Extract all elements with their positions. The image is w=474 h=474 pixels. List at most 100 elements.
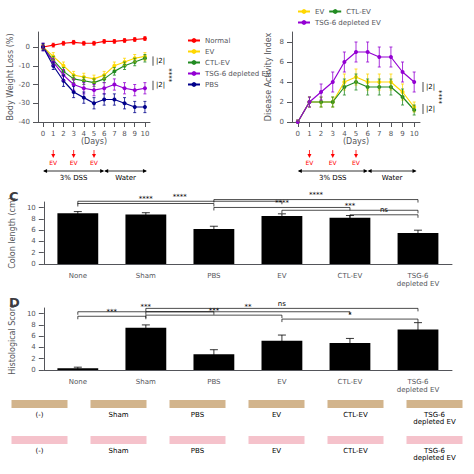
svg-text:-10: -10 [19, 62, 30, 70]
svg-text:0: 0 [280, 118, 284, 126]
svg-text:5: 5 [92, 130, 96, 138]
svg-text:***: *** [141, 303, 152, 311]
svg-text:CTL-EV: CTL-EV [343, 411, 368, 419]
svg-text:Sham: Sham [109, 411, 129, 419]
svg-text:0: 0 [296, 130, 300, 138]
svg-text:-20: -20 [19, 81, 30, 89]
svg-text:depleted EV: depleted EV [397, 386, 440, 394]
svg-text:ns: ns [380, 206, 388, 214]
svg-text:4: 4 [31, 237, 36, 245]
svg-text:TSG-6: TSG-6 [406, 272, 429, 280]
svg-text:2: 2 [280, 98, 284, 106]
svg-text:***: *** [345, 202, 356, 210]
svg-text:2: 2 [319, 130, 323, 138]
svg-text:****: **** [168, 68, 176, 83]
svg-text:D: D [9, 295, 20, 310]
svg-text:****: **** [173, 193, 188, 201]
svg-text:2: 2 [61, 130, 65, 138]
svg-text:CTL-EV: CTL-EV [205, 59, 230, 67]
svg-text:6: 6 [102, 130, 107, 138]
svg-text:8: 8 [122, 130, 126, 138]
svg-text:2: 2 [31, 249, 35, 257]
svg-text:0: 0 [31, 366, 35, 374]
svg-text:4: 4 [342, 130, 347, 138]
svg-text:Sham: Sham [136, 378, 156, 386]
svg-text:EV: EV [352, 159, 361, 166]
svg-text:3: 3 [71, 130, 75, 138]
svg-text:1: 1 [307, 130, 311, 138]
svg-text:4: 4 [31, 343, 36, 351]
svg-text:7: 7 [377, 130, 381, 138]
svg-text:PBS: PBS [207, 272, 221, 280]
svg-text:EV: EV [306, 159, 315, 166]
svg-text:EV: EV [205, 48, 214, 56]
svg-text:10: 10 [27, 310, 36, 318]
svg-text:CTL-EV: CTL-EV [346, 8, 371, 16]
svg-text:0: 0 [41, 130, 45, 138]
svg-text:PBS: PBS [207, 378, 221, 386]
svg-text:7: 7 [112, 130, 116, 138]
svg-text:EV: EV [315, 8, 324, 16]
svg-text:depleted EV: depleted EV [413, 418, 456, 426]
svg-text:EV: EV [329, 159, 338, 166]
svg-text:|2|: |2| [156, 81, 165, 89]
svg-text:10: 10 [140, 130, 149, 138]
svg-text:8: 8 [31, 321, 35, 329]
svg-text:EV: EV [277, 378, 286, 386]
svg-text:None: None [69, 272, 87, 280]
svg-text:depleted EV: depleted EV [397, 280, 440, 288]
svg-text:8: 8 [280, 38, 284, 46]
svg-text:(Days): (Days) [343, 137, 369, 146]
svg-text:EV: EV [272, 411, 281, 419]
svg-text:-40: -40 [19, 118, 30, 126]
svg-text:1: 1 [51, 130, 55, 138]
svg-text:Water: Water [382, 174, 403, 182]
svg-text:8: 8 [389, 130, 393, 138]
svg-text:|2|: |2| [426, 83, 435, 91]
svg-text:6: 6 [31, 332, 36, 340]
svg-text:TSG-6: TSG-6 [406, 378, 429, 386]
svg-text:C: C [9, 189, 19, 204]
svg-text:ns: ns [278, 300, 286, 308]
svg-text:(-): (-) [36, 447, 44, 455]
svg-text:Normal: Normal [205, 37, 230, 45]
svg-text:Water: Water [115, 174, 136, 182]
svg-text:EV: EV [70, 159, 79, 166]
svg-text:CTL-EV: CTL-EV [338, 272, 363, 280]
svg-text:8: 8 [31, 215, 35, 223]
svg-text:TSG-6 depleted EV: TSG-6 depleted EV [204, 70, 271, 78]
svg-text:Sham: Sham [136, 272, 156, 280]
svg-text:(-): (-) [36, 411, 44, 419]
svg-text:9: 9 [400, 130, 404, 138]
svg-text:PBS: PBS [191, 447, 205, 455]
svg-text:Colon length (cm): Colon length (cm) [8, 197, 17, 269]
svg-text:10: 10 [410, 130, 419, 138]
svg-text:***: *** [107, 308, 118, 316]
svg-text:(Days): (Days) [81, 137, 107, 146]
svg-text:EV: EV [90, 159, 99, 166]
svg-text:0: 0 [31, 260, 35, 268]
svg-text:*: * [348, 311, 352, 319]
svg-text:****: **** [139, 195, 154, 203]
svg-text:5: 5 [354, 130, 358, 138]
svg-text:****: **** [438, 90, 446, 105]
svg-text:4: 4 [280, 78, 285, 86]
svg-text:**: ** [244, 303, 252, 311]
svg-text:EV: EV [272, 447, 281, 455]
svg-text:EV: EV [49, 159, 58, 166]
svg-text:Sham: Sham [109, 447, 129, 455]
svg-text:6: 6 [365, 130, 370, 138]
svg-text:|2|: |2| [426, 105, 435, 113]
svg-text:PBS: PBS [191, 411, 205, 419]
svg-text:Histological Score: Histological Score [8, 303, 17, 374]
svg-text:0: 0 [26, 43, 30, 51]
svg-text:EV: EV [277, 272, 286, 280]
svg-text:CTL-EV: CTL-EV [343, 447, 368, 455]
svg-text:depleted EV: depleted EV [413, 454, 456, 462]
svg-text:9: 9 [132, 130, 136, 138]
svg-text:6: 6 [280, 58, 285, 66]
svg-text:|2|: |2| [156, 57, 165, 65]
svg-text:PBS: PBS [205, 81, 219, 89]
svg-text:3: 3 [330, 130, 334, 138]
svg-text:6: 6 [31, 226, 36, 234]
